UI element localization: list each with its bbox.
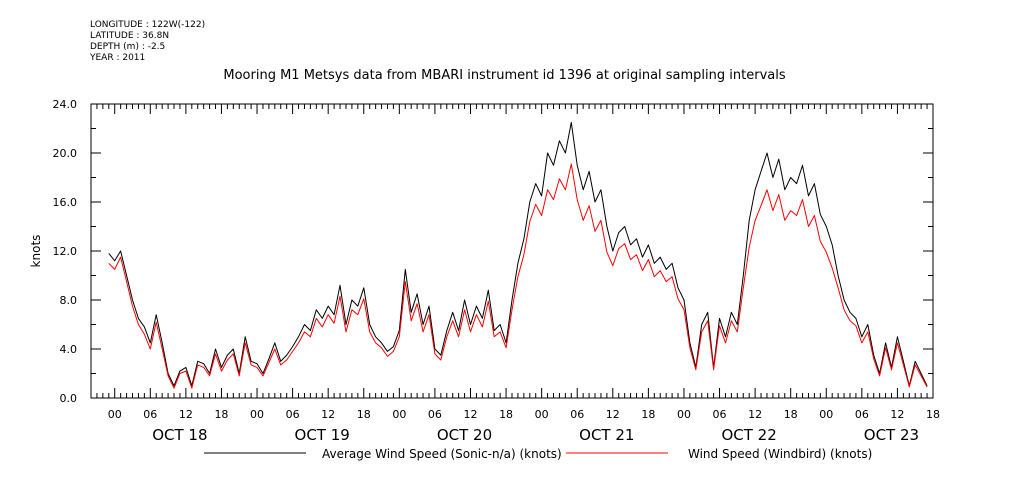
axes-group <box>90 103 934 399</box>
x-day-label: OCT 22 <box>721 426 776 444</box>
series-group <box>108 121 928 389</box>
x-hour-label: 06 <box>855 408 869 421</box>
y-tick-label: 0.0 <box>60 392 78 405</box>
x-hour-label: 00 <box>250 408 264 421</box>
series-line-1 <box>108 121 928 387</box>
legend-label-2: Wind Speed (Windbird) (knots) <box>688 447 872 461</box>
x-hour-label: 12 <box>321 408 335 421</box>
station-metadata: LONGITUDE : 122W(-122) LATITUDE : 36.8N … <box>90 20 205 64</box>
x-hour-label: 12 <box>748 408 762 421</box>
y-tick-label: 8.0 <box>60 294 78 307</box>
y-tick-label: 24.0 <box>53 98 78 111</box>
x-hour-label: 00 <box>677 408 691 421</box>
x-hour-label: 12 <box>890 408 904 421</box>
labels-group: 0.0 4.0 8.0 12.0 16.0 20.0 24.0 knots 00 06 12 18 00… <box>29 98 940 444</box>
y-axis-label: knots <box>29 235 43 268</box>
x-hour-label: 18 <box>926 408 940 421</box>
x-hour-label: 12 <box>179 408 193 421</box>
series-line-2 <box>108 163 928 389</box>
x-hour-label: 00 <box>819 408 833 421</box>
x-hour-label: 00 <box>535 408 549 421</box>
x-hour-label: 06 <box>428 408 442 421</box>
x-day-label: OCT 19 <box>295 426 350 444</box>
chart-title: Mooring M1 Metsys data from MBARI instru… <box>223 68 786 83</box>
x-hour-label: 00 <box>392 408 406 421</box>
longitude-label: LONGITUDE : 122W(-122) <box>90 20 206 30</box>
x-day-label: OCT 18 <box>152 426 207 444</box>
x-hour-label: 18 <box>214 408 228 421</box>
x-day-label: OCT 20 <box>437 426 492 444</box>
legend-label-1: Average Wind Speed (Sonic-n/a) (knots) <box>322 447 562 461</box>
x-hour-label: 12 <box>463 408 477 421</box>
y-tick-label: 16.0 <box>53 196 78 209</box>
x-hour-label: 18 <box>499 408 513 421</box>
y-tick-label: 12.0 <box>53 245 78 258</box>
y-tick-label: 4.0 <box>60 343 78 356</box>
x-hour-label: 00 <box>108 408 122 421</box>
x-day-label: OCT 23 <box>864 426 919 444</box>
x-hour-label: 06 <box>570 408 584 421</box>
latitude-label: LATITUDE : 36.8N <box>90 31 170 41</box>
x-hour-label: 12 <box>606 408 620 421</box>
y-tick-label: 20.0 <box>53 147 78 160</box>
legend: Average Wind Speed (Sonic-n/a) (knots) Wi… <box>204 447 872 461</box>
x-hour-label: 18 <box>357 408 371 421</box>
x-hour-label: 06 <box>286 408 300 421</box>
year-label: YEAR : 2011 <box>90 53 146 63</box>
x-day-label: OCT 21 <box>579 426 634 444</box>
x-hour-label: 06 <box>713 408 727 421</box>
x-hour-label: 18 <box>784 408 798 421</box>
x-hour-label: 18 <box>641 408 655 421</box>
x-hour-label: 06 <box>143 408 157 421</box>
depth-label: DEPTH (m) : -2.5 <box>90 42 166 52</box>
